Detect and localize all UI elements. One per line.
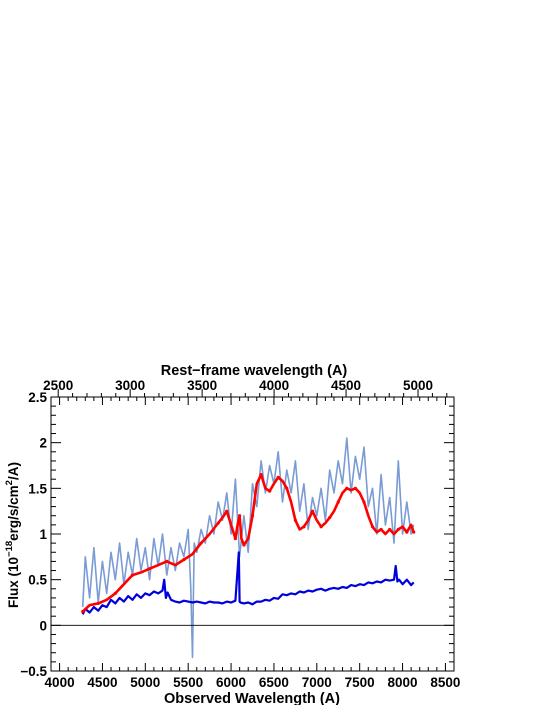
x2-tick-label: 4500: [331, 378, 361, 393]
x-tick-label: 4000: [45, 675, 75, 690]
x-tick-label: 5000: [130, 675, 160, 690]
y-tick-label: 0: [39, 618, 47, 633]
x-tick-label: 6000: [216, 675, 246, 690]
y-label-exponent: −18: [4, 541, 15, 557]
model-point: [242, 543, 246, 547]
y-tick-label: 0.5: [28, 573, 47, 588]
model-point: [328, 515, 332, 520]
x2-tick-label: 4000: [259, 378, 289, 393]
x-tick-label: 5500: [173, 675, 203, 690]
x2-tick-label: 5000: [403, 378, 433, 393]
y-tick-label: 1.5: [28, 481, 47, 496]
x-tick-label: 4500: [87, 675, 117, 690]
y-label-suffix: /A): [6, 462, 21, 480]
series-spectrum: [81, 437, 415, 659]
y-tick-label: 1: [39, 527, 47, 542]
model-point: [259, 473, 263, 477]
y-label-prefix: Flux (10: [6, 557, 21, 608]
model-point: [310, 509, 315, 513]
model-point: [148, 567, 152, 571]
model-point: [233, 536, 237, 541]
y-tick-label: 2: [39, 436, 47, 451]
model-point: [412, 530, 416, 534]
model-point: [216, 521, 220, 525]
model-point: [319, 525, 323, 529]
model-point: [336, 500, 340, 504]
x2-tick-label: 2500: [43, 378, 73, 393]
x-tick-label: 7000: [302, 675, 332, 690]
model-point: [81, 610, 85, 614]
model-point: [396, 527, 400, 532]
y-tick-label: 2.5: [28, 390, 47, 405]
model-point: [130, 573, 135, 577]
model-point: [165, 559, 169, 564]
model-point: [293, 518, 297, 522]
x2-tick-label: 3000: [115, 378, 145, 393]
model-point: [113, 591, 117, 595]
y-axis: −0.5 0 0.5 1 1.5 2 2.5: [20, 390, 454, 679]
x-tick-label: 8500: [430, 675, 460, 690]
y-axis-label: Flux (10−18erg/s/cm2/A): [4, 462, 21, 608]
y-tick-label: −0.5: [20, 664, 47, 679]
x-axis-label: Observed Wavelength (A): [164, 691, 340, 705]
model-point: [388, 527, 392, 532]
x-axis: 4000 4500 5000 5500 6000 6500 7000 7500 8000 8500: [45, 397, 460, 690]
data-layer: [81, 437, 416, 659]
model-point: [362, 500, 366, 504]
x-tick-label: 6500: [259, 675, 289, 690]
model-point: [199, 541, 203, 545]
model-point: [353, 486, 357, 490]
model-point: [238, 514, 242, 518]
model-point: [405, 530, 409, 534]
model-point: [182, 557, 186, 562]
y-label-exponent-2: 2: [4, 480, 15, 485]
model-point: [250, 514, 255, 518]
x2-axis-label: Rest−frame wavelength (A): [161, 363, 348, 379]
x-tick-label: 8000: [388, 675, 418, 690]
model-point: [225, 509, 229, 513]
x2-axis: 2500 3000 3500 4000 4500 5000: [43, 378, 448, 397]
model-point: [276, 475, 280, 479]
model-point: [345, 486, 349, 490]
series-error: [81, 551, 415, 615]
x2-tick-label: 3500: [187, 378, 217, 393]
model-point: [302, 525, 306, 529]
model-point: [370, 525, 375, 529]
model-point: [379, 527, 383, 532]
y-label-units: erg/s/cm: [6, 485, 21, 541]
x-tick-label: 7500: [345, 675, 375, 690]
model-point: [96, 601, 100, 606]
model-point: [285, 486, 289, 490]
model-point: [268, 489, 272, 493]
